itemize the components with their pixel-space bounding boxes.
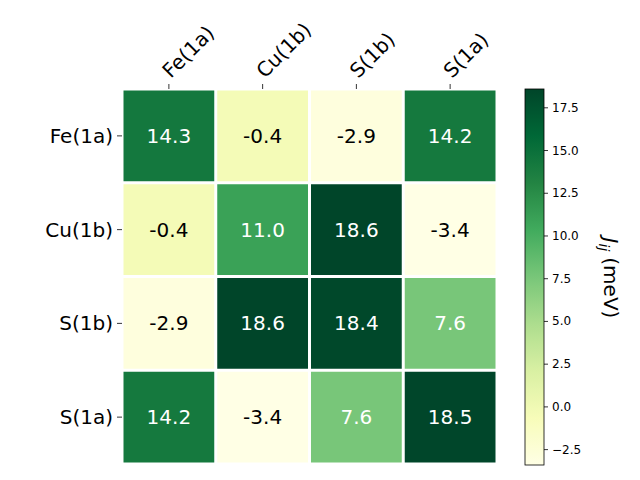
colorbar-label-subscript: ij [596,244,612,252]
cell-label: 14.2 [428,124,473,148]
cell-label: 14.2 [147,405,192,429]
colorbar-tick [544,406,548,407]
colorbar-tick-label: 5.0 [552,314,571,328]
cell [217,372,308,463]
cell-label: 18.6 [334,218,379,242]
colorbar-tick [544,364,548,365]
colorbar-tick-label: 7.5 [552,272,571,286]
colorbar-tick [544,193,548,194]
y-tick [117,135,122,136]
x-tick [450,84,451,89]
colorbar-tick [544,107,548,108]
cell [217,278,308,369]
colorbar-tick-label: −2.5 [552,443,581,457]
colorbar-tick [544,150,548,151]
y-tick-label: S(1b) [59,311,113,335]
colorbar-tick [544,321,548,322]
x-tick-label: S(1a) [439,28,494,83]
cell [124,184,215,275]
cell-label: 14.3 [147,124,192,148]
cell-label: 11.0 [240,218,285,242]
cell-label: 18.6 [240,311,285,335]
cell [217,91,308,182]
cell [217,184,308,275]
x-tick-label: Fe(1a) [157,21,219,83]
cell-label: -3.4 [243,405,282,429]
cell-label: 18.4 [334,311,379,335]
cell-label: 18.5 [428,405,473,429]
cell-label: 7.6 [340,405,372,429]
y-tick [117,417,122,418]
cell-label: -2.9 [149,311,188,335]
cell-label: -0.4 [243,124,282,148]
y-tick-label: S(1a) [60,405,113,429]
chart: 14.3 -0.4 -2.9 14.2 -0.4 11.0 18.6 -3.4 -2.9 18.6… [0,0,640,480]
cell [124,372,215,463]
colorbar-tick-label: 17.5 [552,101,579,115]
colorbar-tick-label: 15.0 [552,144,579,158]
cell-label: 7.6 [434,311,466,335]
y-tick-label: Cu(1b) [45,218,113,242]
cell [311,91,402,182]
cell-label: -2.9 [337,124,376,148]
cell [311,184,402,275]
cell-label: -3.4 [431,218,470,242]
colorbar-label-unit: (meV) [599,257,623,318]
colorbar-tick-label: 12.5 [552,186,579,200]
colorbar-tick [544,449,548,450]
cell-label: -0.4 [149,218,188,242]
y-tick-label: Fe(1a) [50,124,113,148]
colorbar-tick [544,278,548,279]
x-tick-label: S(1b) [345,28,400,83]
colorbar-tick-label: 2.5 [552,357,571,371]
x-tick [168,84,169,89]
colorbar-tick-label: 10.0 [552,229,579,243]
cell [405,184,496,275]
x-tick [262,84,263,89]
x-tick [356,84,357,89]
cell [405,91,496,182]
cells [124,91,496,463]
colorbar-label-symbol: J [599,234,623,244]
colorbar [525,89,544,465]
x-tick-label: Cu(1b) [251,18,316,83]
colorbar-tick [544,235,548,236]
cell [405,372,496,463]
cell [311,372,402,463]
cell [311,278,402,369]
y-tick [117,323,122,324]
cell [124,278,215,369]
y-tick [117,229,122,230]
colorbar-label: Jij (meV) [596,234,623,319]
cell [124,91,215,182]
colorbar-tick-label: 0.0 [552,400,571,414]
cell [405,278,496,369]
cell-labels: 14.3 -0.4 -2.9 14.2 -0.4 11.0 18.6 -3.4 -2.9 18.6… [147,124,473,429]
